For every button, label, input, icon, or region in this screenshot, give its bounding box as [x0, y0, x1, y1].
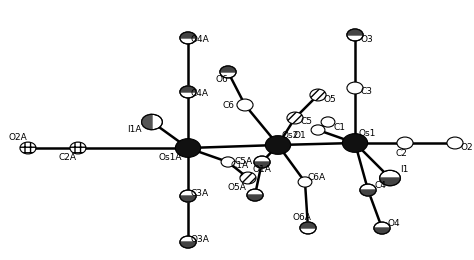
- Text: O6A: O6A: [292, 213, 311, 223]
- Text: C5: C5: [301, 118, 313, 127]
- Ellipse shape: [180, 32, 196, 44]
- Polygon shape: [247, 195, 263, 201]
- Ellipse shape: [142, 114, 163, 130]
- Text: I1: I1: [400, 166, 408, 174]
- Text: C3A: C3A: [191, 190, 209, 198]
- Polygon shape: [347, 29, 363, 35]
- Ellipse shape: [310, 89, 326, 101]
- Ellipse shape: [240, 172, 256, 184]
- Ellipse shape: [180, 190, 196, 202]
- Ellipse shape: [180, 86, 196, 98]
- Ellipse shape: [221, 157, 235, 167]
- Text: O3: O3: [361, 35, 374, 43]
- Text: O4A: O4A: [191, 36, 210, 44]
- Text: C4A: C4A: [191, 89, 209, 99]
- Ellipse shape: [311, 125, 325, 135]
- Text: Os1: Os1: [358, 128, 376, 138]
- Ellipse shape: [321, 117, 335, 127]
- Polygon shape: [220, 66, 236, 72]
- Polygon shape: [380, 178, 401, 186]
- Polygon shape: [180, 196, 196, 202]
- Ellipse shape: [347, 29, 363, 41]
- Text: Os2: Os2: [282, 131, 299, 140]
- Text: Os1A: Os1A: [158, 153, 182, 162]
- Polygon shape: [180, 32, 196, 38]
- Ellipse shape: [380, 170, 401, 186]
- Polygon shape: [254, 162, 270, 168]
- Ellipse shape: [342, 134, 368, 152]
- Text: C6A: C6A: [308, 173, 326, 183]
- Text: C3: C3: [361, 88, 373, 96]
- Text: C4: C4: [374, 181, 386, 191]
- Ellipse shape: [20, 142, 36, 154]
- Text: C2A: C2A: [59, 153, 77, 162]
- Ellipse shape: [287, 112, 303, 124]
- Polygon shape: [142, 114, 152, 130]
- Text: O5A: O5A: [228, 183, 246, 192]
- Ellipse shape: [298, 177, 312, 187]
- Text: O2A: O2A: [9, 133, 27, 142]
- Polygon shape: [300, 222, 316, 228]
- Text: O4: O4: [388, 219, 401, 229]
- Polygon shape: [360, 190, 376, 196]
- Ellipse shape: [374, 222, 390, 234]
- Polygon shape: [180, 242, 196, 248]
- Text: O3A: O3A: [191, 236, 210, 244]
- Text: O1: O1: [293, 132, 306, 140]
- Polygon shape: [180, 86, 196, 92]
- Ellipse shape: [254, 156, 270, 168]
- Ellipse shape: [397, 137, 413, 149]
- Text: C1: C1: [334, 124, 346, 133]
- Text: O1A: O1A: [253, 166, 272, 174]
- Ellipse shape: [447, 137, 463, 149]
- Text: C6: C6: [223, 101, 235, 109]
- Text: C5A: C5A: [235, 158, 253, 166]
- Ellipse shape: [237, 99, 253, 111]
- Text: O6: O6: [216, 75, 228, 84]
- Text: C1A: C1A: [231, 161, 249, 171]
- Ellipse shape: [70, 142, 86, 154]
- Text: I1A: I1A: [127, 126, 141, 134]
- Ellipse shape: [347, 82, 363, 94]
- Ellipse shape: [220, 66, 236, 78]
- Polygon shape: [374, 228, 390, 234]
- Ellipse shape: [300, 222, 316, 234]
- Ellipse shape: [175, 139, 201, 157]
- Ellipse shape: [360, 184, 376, 196]
- Text: C2: C2: [395, 148, 407, 158]
- Text: O2: O2: [461, 142, 474, 152]
- Ellipse shape: [265, 136, 291, 154]
- Ellipse shape: [247, 189, 263, 201]
- Ellipse shape: [180, 236, 196, 248]
- Text: O5: O5: [324, 94, 337, 103]
